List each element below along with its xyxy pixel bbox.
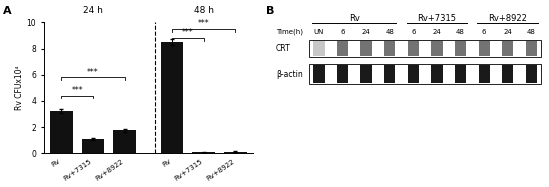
Bar <box>192 152 215 153</box>
Text: 48 h: 48 h <box>194 6 214 15</box>
Bar <box>432 41 442 56</box>
Bar <box>526 65 537 83</box>
Text: 24 h: 24 h <box>83 6 103 15</box>
Bar <box>455 41 466 56</box>
Bar <box>224 152 247 153</box>
Bar <box>313 65 324 83</box>
Text: ***: *** <box>71 86 83 95</box>
Bar <box>113 131 136 153</box>
Bar <box>526 41 537 56</box>
Bar <box>502 65 513 83</box>
Bar <box>310 64 541 84</box>
Bar <box>455 65 466 83</box>
Text: Rv+8922: Rv+8922 <box>489 14 527 23</box>
Text: 6: 6 <box>340 29 345 35</box>
Bar <box>408 41 419 56</box>
Text: 24: 24 <box>433 29 441 35</box>
Bar <box>361 65 372 83</box>
Text: Time(h): Time(h) <box>276 29 303 35</box>
Bar <box>384 41 395 56</box>
Text: 48: 48 <box>456 29 465 35</box>
Bar <box>313 41 324 56</box>
Text: UN: UN <box>313 29 324 35</box>
Text: B: B <box>266 6 274 16</box>
Y-axis label: Rv CFUx10⁴: Rv CFUx10⁴ <box>15 66 24 110</box>
Bar <box>479 65 490 83</box>
Text: 6: 6 <box>482 29 486 35</box>
Bar <box>82 139 104 153</box>
Bar <box>361 41 372 56</box>
Text: 24: 24 <box>362 29 371 35</box>
Bar <box>432 65 442 83</box>
Text: β-actin: β-actin <box>276 70 302 79</box>
Text: Rv: Rv <box>349 14 360 23</box>
Text: CRT: CRT <box>276 44 290 53</box>
Text: ***: *** <box>87 68 99 77</box>
Text: ***: *** <box>182 28 194 37</box>
Text: 48: 48 <box>385 29 394 35</box>
Bar <box>337 41 348 56</box>
Bar <box>408 65 419 83</box>
Bar <box>160 42 183 153</box>
Bar <box>337 65 348 83</box>
Text: Rv+7315: Rv+7315 <box>417 14 456 23</box>
Bar <box>50 111 72 153</box>
Bar <box>502 41 513 56</box>
Text: ***: *** <box>198 19 209 28</box>
Text: A: A <box>3 6 12 16</box>
Text: 24: 24 <box>503 29 512 35</box>
Text: 48: 48 <box>527 29 536 35</box>
Bar <box>310 40 541 57</box>
Text: 6: 6 <box>411 29 416 35</box>
Bar <box>479 41 490 56</box>
Bar <box>384 65 395 83</box>
